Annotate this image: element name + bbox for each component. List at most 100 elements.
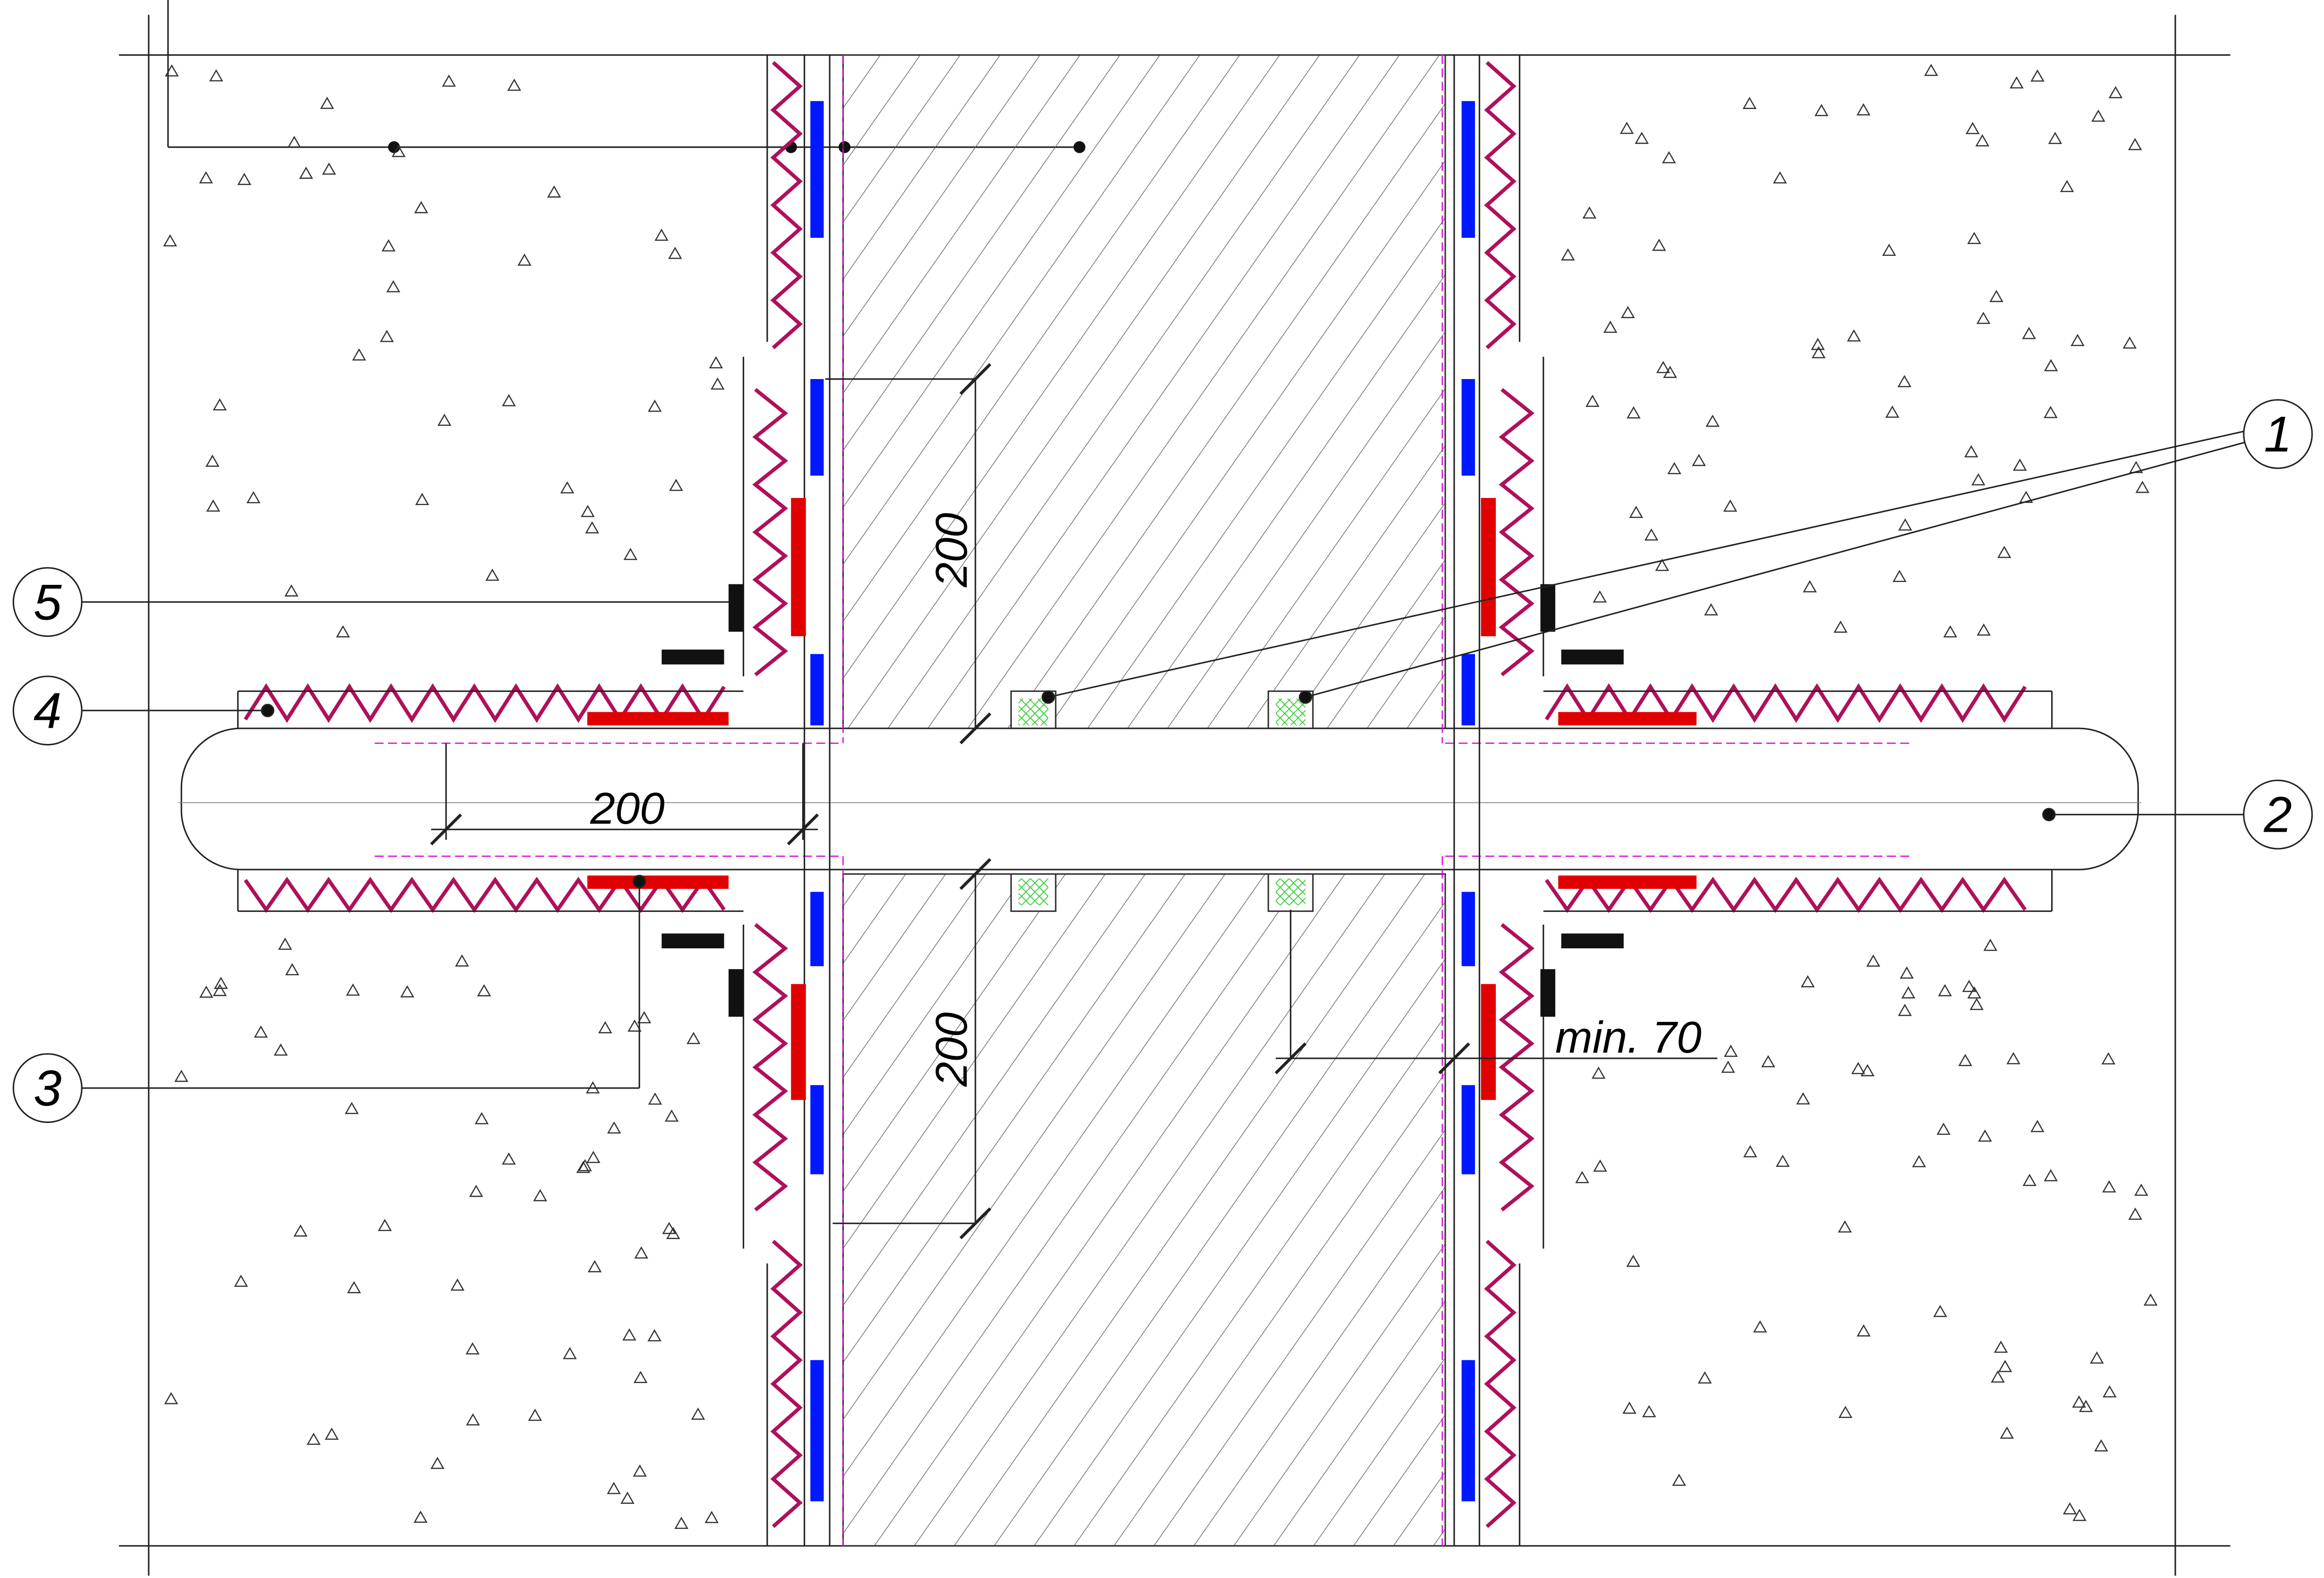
- concrete-speck: [234, 1274, 248, 1287]
- concrete-speck: [1900, 966, 1914, 979]
- red-strip: [587, 712, 729, 726]
- concrete-speck: [674, 1517, 688, 1529]
- concrete-speck: [1582, 206, 1597, 219]
- concrete-speck: [1800, 975, 1815, 987]
- concrete-speck: [386, 280, 400, 293]
- concrete-speck: [2010, 76, 2024, 89]
- concrete-speck: [1838, 1406, 1853, 1418]
- concrete-speck: [1997, 546, 2011, 558]
- concrete-speck: [1898, 518, 1912, 531]
- callout-circle: [12, 567, 83, 637]
- concrete-speck: [1962, 979, 1976, 992]
- concrete-speck: [212, 984, 227, 996]
- concrete-speck: [1857, 1324, 1871, 1337]
- callout-label: 1: [2264, 406, 2292, 463]
- concrete-speck: [336, 625, 350, 638]
- concrete-speck: [1622, 1401, 1637, 1414]
- concrete-speck: [346, 983, 360, 996]
- concrete-speck: [2072, 1509, 2087, 1521]
- concrete-speck: [585, 521, 599, 534]
- concrete-speck: [237, 173, 252, 185]
- dimension-tick: [787, 813, 819, 845]
- concrete-speck: [533, 1189, 547, 1201]
- concrete-speck: [1773, 171, 1787, 184]
- concrete-speck: [1983, 938, 1998, 951]
- concrete-speck: [1991, 1370, 2005, 1383]
- concrete-speck: [1912, 1155, 1926, 1167]
- concrete-speck: [206, 499, 221, 512]
- concrete-speck: [2006, 1052, 2020, 1064]
- concrete-speck: [1964, 445, 1978, 457]
- concrete-speck: [2128, 138, 2142, 151]
- concrete-speck: [450, 1278, 465, 1291]
- concrete-speck: [607, 1121, 621, 1134]
- concrete-speck: [1796, 1092, 1810, 1105]
- blue-strip: [1461, 379, 1475, 476]
- concrete-speck: [2044, 405, 2058, 418]
- concrete-speck: [1593, 1159, 1607, 1172]
- concrete-speck: [1814, 104, 1829, 116]
- concrete-speck: [2060, 180, 2074, 192]
- concrete-speck: [709, 356, 723, 369]
- insulation-zigzag: [752, 388, 789, 676]
- red-strip: [1558, 712, 1697, 726]
- concrete-speck: [1705, 414, 1720, 427]
- concrete-speck: [563, 1347, 577, 1359]
- concrete-speck: [607, 1482, 621, 1494]
- concrete-speck: [1933, 1305, 1947, 1317]
- concrete-speck: [664, 1109, 679, 1122]
- concrete-speck: [1989, 290, 2003, 302]
- callout-circle: [2243, 399, 2313, 469]
- concrete-speck: [633, 1371, 648, 1384]
- concrete-speck: [278, 937, 292, 950]
- red-strip: [587, 875, 729, 889]
- red-strip: [1558, 875, 1697, 889]
- concrete-speck: [322, 162, 336, 175]
- concrete-speck: [437, 413, 451, 426]
- concrete-speck: [1626, 406, 1641, 419]
- spacer-fill: [1018, 699, 1049, 726]
- concrete-speck: [347, 1281, 361, 1293]
- concrete-speck: [2134, 1183, 2148, 1196]
- concrete-speck: [2048, 132, 2062, 144]
- concrete-speck: [466, 1342, 480, 1355]
- dimension-tick: [959, 712, 992, 744]
- seal-block: [662, 933, 724, 949]
- leader-line: [1048, 430, 2246, 698]
- seal-block: [729, 969, 744, 1017]
- concrete-speck: [1833, 620, 1848, 633]
- concrete-speck: [586, 1151, 601, 1163]
- concrete-speck: [560, 481, 575, 494]
- concrete-speck: [1655, 558, 1669, 571]
- concrete-speck: [1860, 1064, 1874, 1077]
- concrete-speck: [1971, 473, 1985, 486]
- insulation-zigzag: [752, 923, 789, 1212]
- concrete-speck: [415, 493, 429, 506]
- concrete-speck: [623, 548, 638, 560]
- concrete-speck: [1811, 346, 1826, 359]
- concrete-speck: [578, 1159, 592, 1172]
- insulation-zigzag: [1484, 1240, 1517, 1528]
- concrete-speck: [164, 1392, 178, 1404]
- insulation-zigzag: [770, 61, 803, 349]
- concrete-speck: [299, 166, 314, 179]
- concrete-speck: [2101, 1052, 2116, 1064]
- concrete-speck: [306, 1433, 321, 1445]
- dimension-tick: [959, 363, 992, 395]
- concrete-speck: [475, 1112, 489, 1124]
- concrete-speck: [469, 1184, 483, 1197]
- concrete-speck: [2135, 481, 2150, 493]
- concrete-speck: [1943, 625, 1958, 638]
- callout-circle: [2243, 779, 2313, 850]
- concrete-speck: [687, 1032, 701, 1044]
- concrete-speck: [1697, 1371, 1712, 1384]
- concrete-speck: [1575, 1171, 1589, 1183]
- concrete-speck: [668, 246, 682, 259]
- spacer-fill: [1275, 878, 1306, 905]
- concrete-speck: [2091, 110, 2105, 122]
- concrete-speck: [1938, 984, 1952, 996]
- blue-strip: [1461, 1085, 1475, 1174]
- concrete-speck: [205, 455, 220, 467]
- concrete-speck: [485, 568, 500, 581]
- concrete-speck: [2062, 1502, 2077, 1515]
